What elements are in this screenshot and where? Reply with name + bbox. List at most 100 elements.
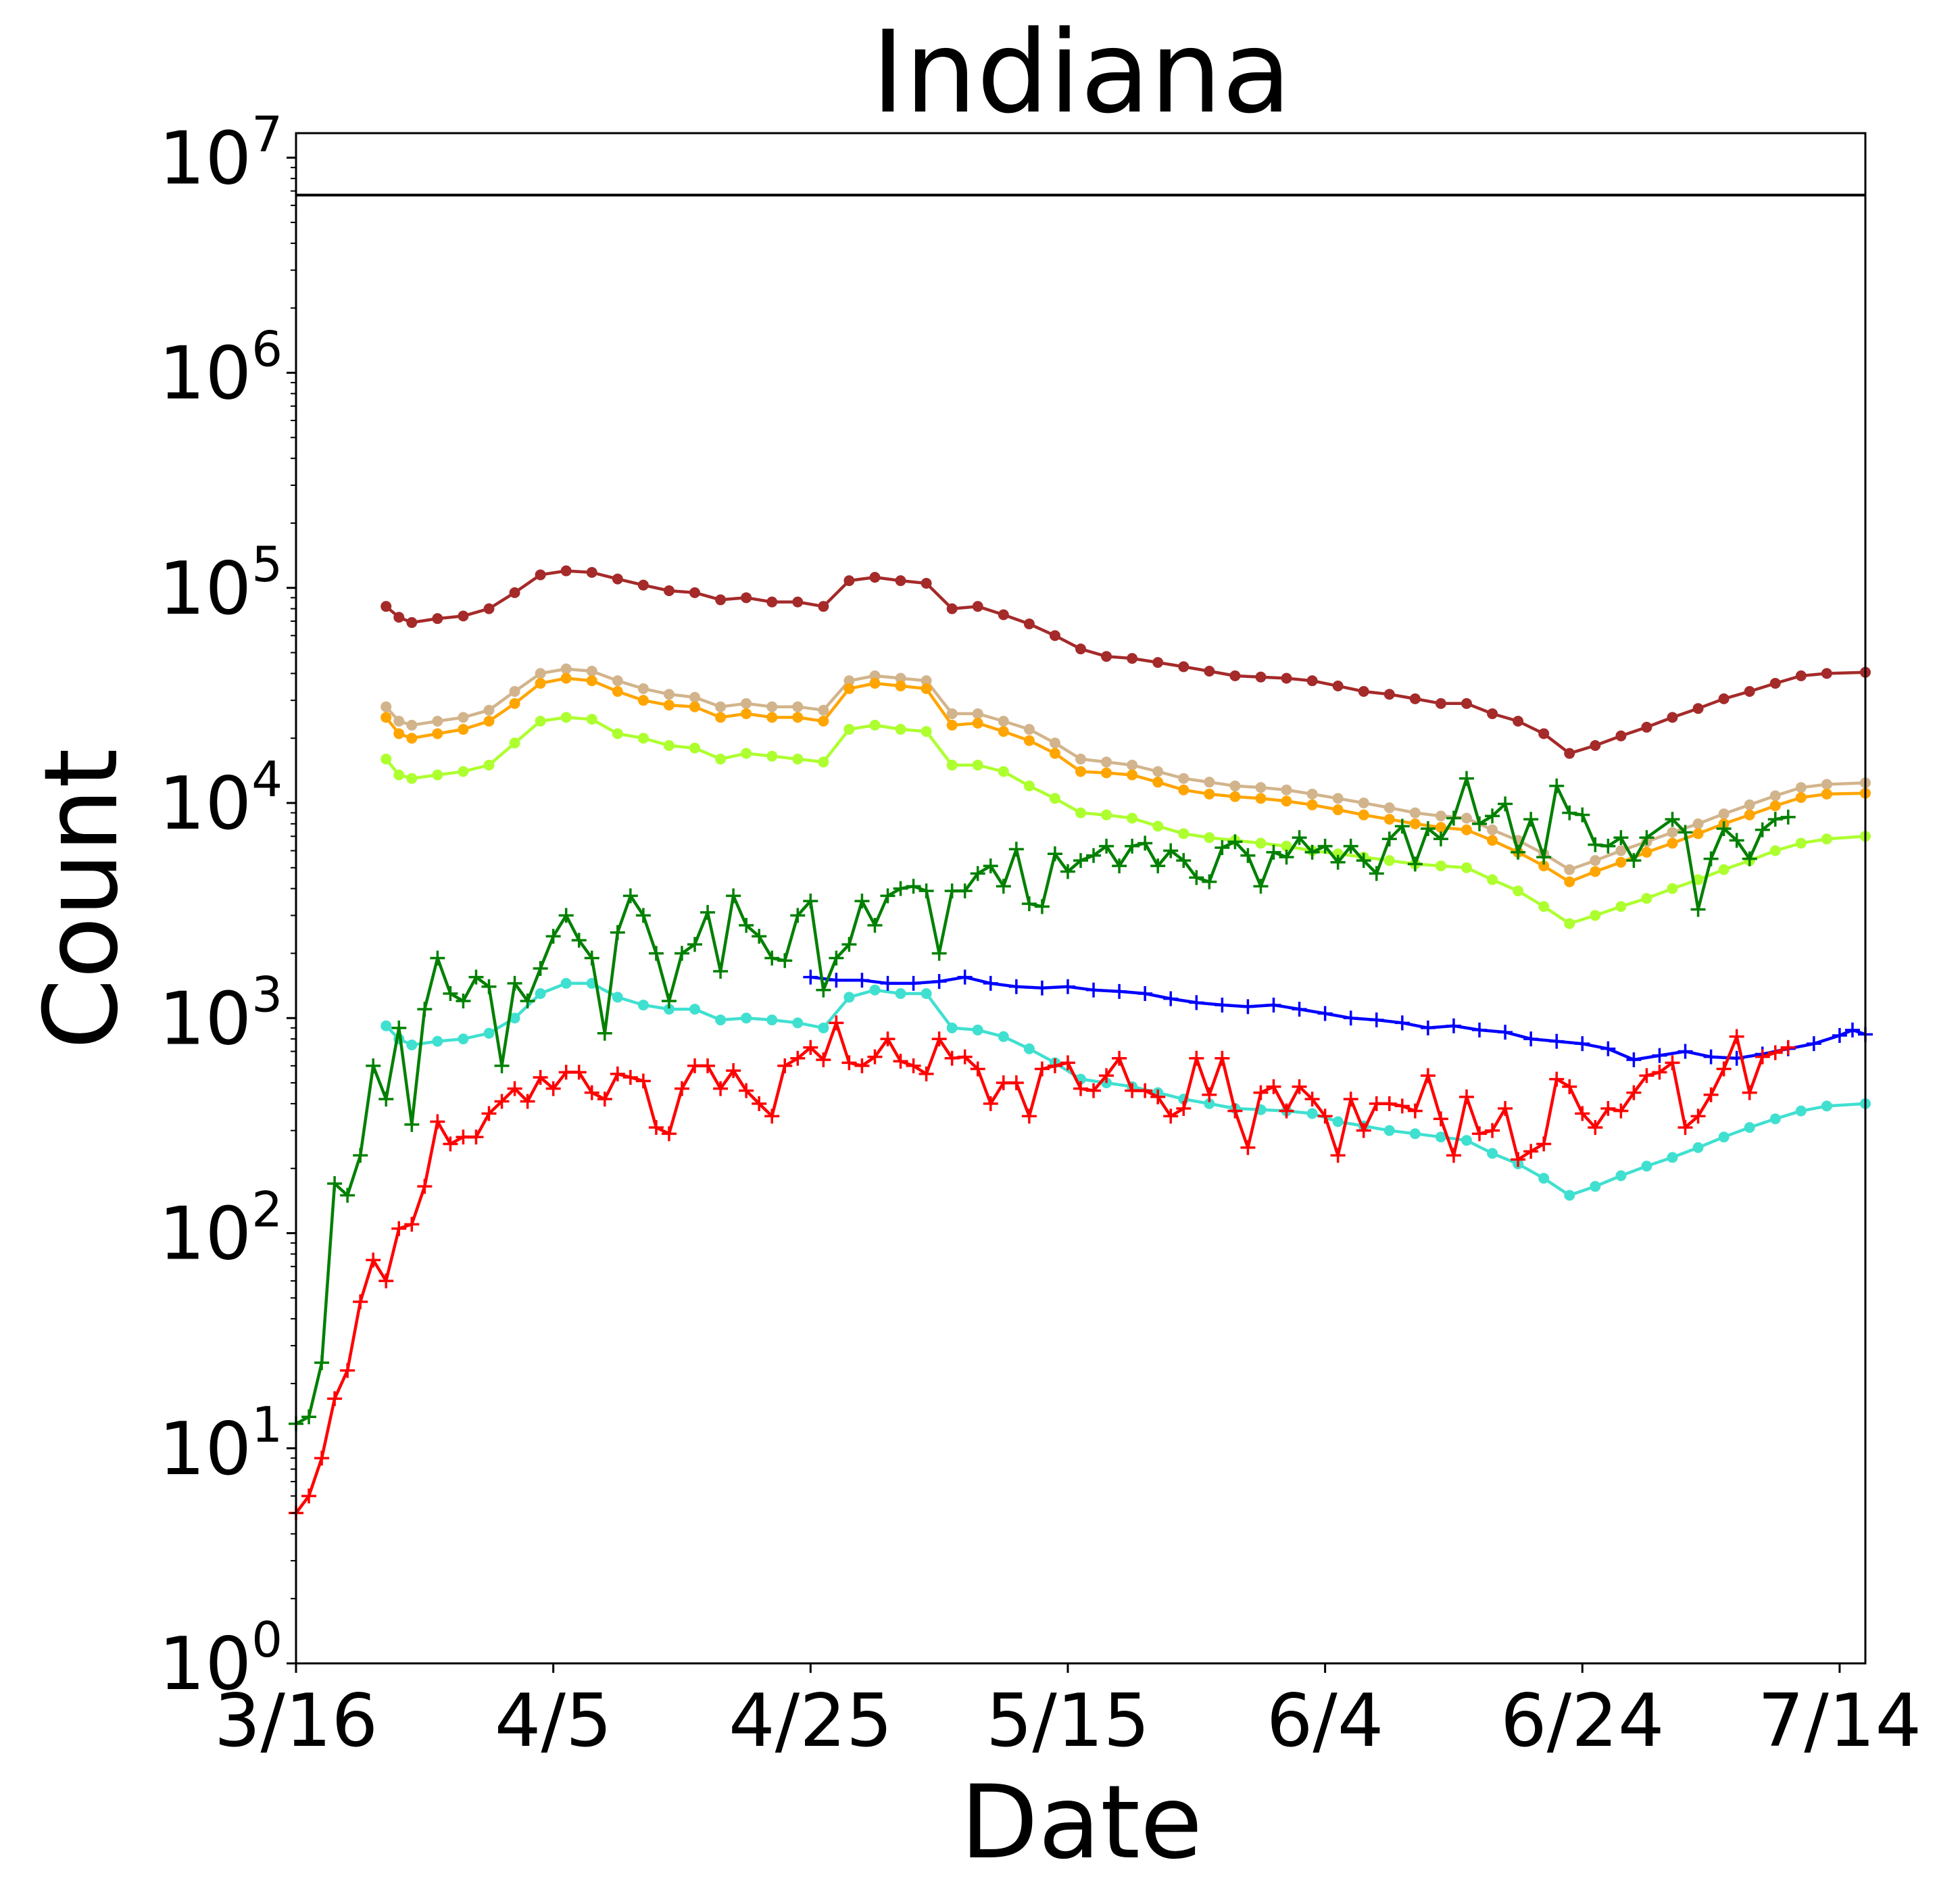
data-point bbox=[1590, 866, 1601, 877]
data-point bbox=[535, 569, 546, 581]
data-point bbox=[1665, 1055, 1680, 1071]
data-point bbox=[1461, 812, 1472, 824]
data-point bbox=[1034, 1061, 1050, 1077]
data-point bbox=[1292, 1079, 1307, 1094]
data-point bbox=[1729, 1029, 1744, 1044]
data-point bbox=[637, 579, 649, 591]
data-point bbox=[752, 929, 767, 944]
data-point bbox=[996, 879, 1011, 894]
data-point bbox=[1626, 1085, 1642, 1100]
data-point bbox=[1821, 668, 1832, 679]
data-point bbox=[1487, 708, 1498, 719]
y-tick-label: 103 bbox=[159, 966, 283, 1061]
data-point bbox=[404, 1217, 420, 1232]
data-point bbox=[1369, 1012, 1384, 1028]
data-point bbox=[1279, 1103, 1294, 1119]
data-point bbox=[1227, 1103, 1243, 1119]
data-point bbox=[1472, 1126, 1488, 1142]
data-point bbox=[1253, 879, 1269, 894]
data-point bbox=[1150, 1089, 1166, 1104]
y-tick-label: 107 bbox=[159, 105, 283, 201]
y-tick-label: 105 bbox=[159, 536, 283, 631]
data-point bbox=[1253, 1085, 1269, 1100]
data-point bbox=[1381, 1096, 1397, 1111]
data-point bbox=[1744, 799, 1755, 810]
data-point bbox=[1562, 805, 1577, 821]
data-point bbox=[1538, 728, 1550, 739]
data-point bbox=[483, 716, 495, 727]
data-point bbox=[1306, 799, 1318, 810]
data-point bbox=[406, 719, 418, 731]
data-point bbox=[1677, 1044, 1693, 1059]
data-point bbox=[1292, 830, 1307, 846]
data-point bbox=[880, 1031, 896, 1047]
data-point bbox=[1215, 1050, 1230, 1066]
data-point bbox=[1487, 824, 1498, 835]
data-point bbox=[1204, 1098, 1215, 1109]
data-point bbox=[571, 1065, 587, 1080]
data-point bbox=[1639, 1068, 1654, 1083]
data-point bbox=[1112, 858, 1127, 874]
data-point bbox=[1317, 1108, 1333, 1124]
data-point bbox=[1613, 1103, 1629, 1119]
data-point bbox=[1652, 1065, 1667, 1080]
data-point bbox=[612, 992, 623, 1003]
data-point bbox=[1292, 1002, 1307, 1017]
data-point bbox=[1099, 838, 1114, 854]
data-point bbox=[456, 1129, 471, 1145]
data-point bbox=[1472, 816, 1488, 831]
data-point bbox=[1189, 870, 1204, 885]
data-point bbox=[1178, 773, 1190, 784]
data-point bbox=[931, 1031, 947, 1047]
data-point bbox=[1204, 777, 1215, 788]
data-point bbox=[1176, 1100, 1192, 1116]
data-point bbox=[1435, 810, 1446, 822]
data-point bbox=[739, 917, 754, 933]
data-point bbox=[1564, 918, 1575, 929]
data-point bbox=[996, 1075, 1011, 1091]
data-point bbox=[1755, 1049, 1770, 1065]
data-point bbox=[880, 975, 896, 991]
data-point bbox=[1125, 1083, 1140, 1098]
data-point bbox=[946, 759, 958, 771]
data-point bbox=[1498, 1025, 1513, 1040]
data-point bbox=[1306, 675, 1318, 687]
data-point bbox=[715, 754, 727, 765]
data-point bbox=[843, 683, 855, 694]
data-point bbox=[1513, 716, 1524, 727]
data-point bbox=[622, 1070, 638, 1085]
data-point bbox=[946, 1022, 958, 1033]
data-point bbox=[663, 700, 675, 711]
data-point bbox=[1795, 670, 1807, 681]
data-point bbox=[1330, 854, 1346, 870]
y-tick-label: 104 bbox=[159, 751, 283, 846]
data-point bbox=[635, 908, 651, 923]
data-point bbox=[1487, 835, 1498, 846]
data-point bbox=[1152, 821, 1164, 832]
data-point bbox=[406, 773, 418, 784]
data-point bbox=[689, 1004, 701, 1015]
data-point bbox=[1641, 1161, 1652, 1172]
data-point bbox=[340, 1363, 355, 1378]
data-point bbox=[1255, 837, 1267, 849]
data-point bbox=[1163, 843, 1179, 858]
data-point bbox=[661, 994, 677, 1009]
data-point bbox=[533, 960, 548, 976]
data-point bbox=[1435, 698, 1446, 709]
data-point bbox=[509, 737, 520, 749]
data-point bbox=[790, 1050, 806, 1066]
data-point bbox=[1023, 618, 1035, 630]
data-point bbox=[586, 714, 597, 725]
data-point bbox=[869, 670, 881, 681]
data-point bbox=[1073, 1081, 1088, 1096]
data-point bbox=[790, 908, 806, 923]
data-point bbox=[1692, 1142, 1704, 1153]
data-point bbox=[1047, 846, 1062, 862]
axes: 3/16 4/5 4/25 5/15 6/4 6/24 7/14 100 101 102 103 10… bbox=[159, 105, 1921, 1763]
data-point bbox=[1461, 824, 1472, 835]
series-0 bbox=[381, 565, 1871, 759]
data-point bbox=[432, 1035, 443, 1047]
data-point bbox=[1255, 671, 1267, 683]
data-point bbox=[1703, 1049, 1719, 1065]
data-point bbox=[957, 1049, 973, 1065]
